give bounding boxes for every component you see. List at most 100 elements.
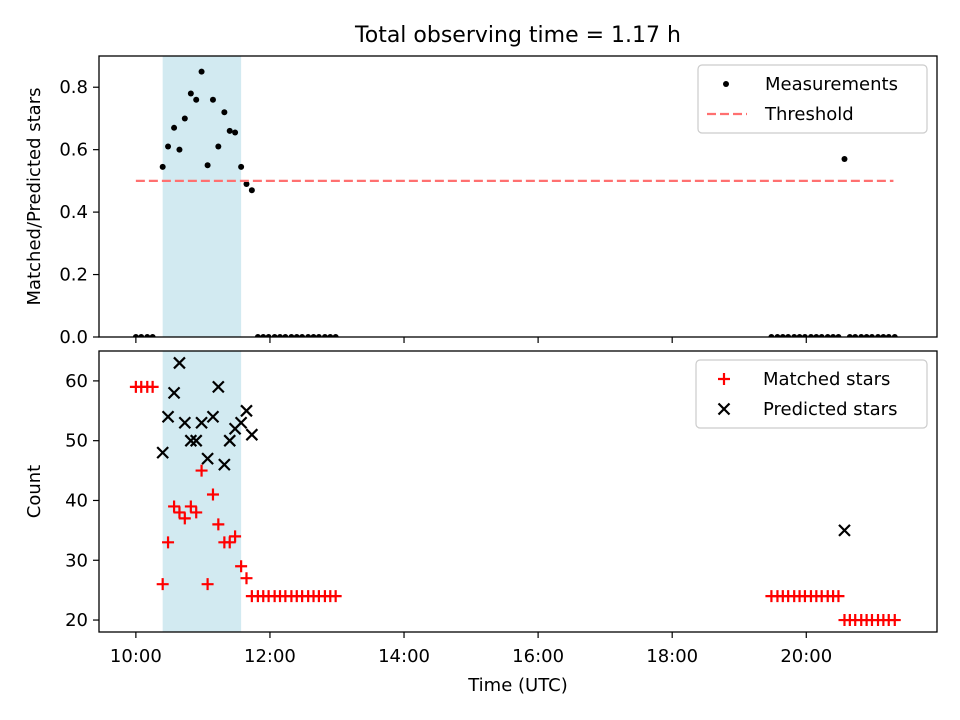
data-point (223, 536, 236, 549)
data-point (178, 416, 192, 430)
data-point (206, 410, 220, 424)
y-tick-label: 60 (65, 371, 88, 392)
data-point (863, 334, 870, 337)
data-point (165, 143, 172, 150)
data-point (215, 143, 222, 150)
data-point (830, 334, 837, 337)
y-tick-label: 0.6 (59, 140, 88, 161)
data-point (156, 578, 169, 591)
data-point (299, 334, 306, 337)
legend-box (697, 64, 928, 134)
data-point (796, 334, 803, 337)
data-point (288, 334, 295, 337)
data-point (162, 536, 175, 549)
x-tick-label: 10:00 (110, 646, 162, 667)
data-point (245, 428, 259, 441)
data-point (212, 518, 225, 531)
data-point (198, 68, 205, 75)
data-point (891, 334, 898, 337)
legend-label: Predicted stars (763, 399, 897, 420)
data-point (159, 163, 166, 170)
plot-area (129, 356, 901, 627)
data-point (321, 334, 328, 337)
data-point (791, 334, 798, 337)
ratio-panel: 0.0 0.2 0.4 0.6 0.8 Matched/Predicted stars Me… (24, 55, 938, 348)
data-point (229, 530, 242, 543)
data-point (868, 334, 875, 337)
observing-window-span (162, 56, 242, 337)
legend-marker (723, 81, 729, 87)
data-point (132, 334, 139, 337)
x-tick-label: 20:00 (780, 646, 832, 667)
axes-frame (98, 350, 938, 633)
data-point (238, 163, 245, 170)
data-point (223, 434, 237, 447)
data-point (310, 334, 317, 337)
data-point (832, 590, 845, 603)
data-point (146, 380, 159, 393)
data-point (206, 488, 219, 501)
x-tick-label: 18:00 (646, 646, 698, 667)
data-point (885, 334, 892, 337)
plot-area (132, 68, 898, 337)
data-point (329, 590, 342, 603)
data-point (835, 334, 842, 337)
y-axis-label: Count (24, 465, 45, 518)
data-point (201, 452, 214, 465)
y-tick-label: 0.4 (59, 202, 88, 223)
data-point (818, 334, 825, 337)
data-point (173, 356, 186, 370)
y-tick-label: 30 (65, 550, 88, 571)
data-point (875, 334, 882, 337)
data-point (190, 506, 203, 519)
legend-label: Threshold (764, 104, 854, 125)
data-point (824, 334, 831, 337)
legend-swatch (717, 402, 731, 416)
data-point (212, 380, 225, 394)
legend-swatch (718, 373, 730, 385)
legend-label: Matched stars (763, 369, 890, 390)
data-point (232, 129, 239, 136)
count-panel: 20 30 40 50 60 Count 10:00 12:00 14:00 16:00 18:00… (24, 350, 938, 667)
data-point (235, 560, 248, 573)
series-matched-stars (129, 380, 901, 627)
data-point (161, 410, 175, 424)
y-tick-label: 40 (65, 490, 88, 511)
data-point (240, 572, 253, 585)
y-tick-label: 0.0 (59, 327, 88, 348)
data-point (243, 181, 250, 188)
data-point (167, 386, 181, 400)
data-point (332, 334, 339, 337)
x-tick-label: 16:00 (512, 646, 564, 667)
data-point (240, 404, 253, 418)
data-point (204, 162, 211, 169)
y-axis-label: Matched/Predicted stars (24, 88, 45, 306)
data-point (189, 434, 203, 447)
y-tick-label: 50 (65, 431, 88, 452)
data-point (144, 334, 151, 337)
data-point (305, 334, 312, 337)
x-tick-label: 14:00 (378, 646, 430, 667)
data-point (248, 187, 255, 194)
data-point (195, 416, 208, 430)
data-point (813, 334, 820, 337)
data-point (218, 458, 231, 471)
data-point (779, 334, 786, 337)
legend-marker (718, 373, 730, 385)
legend: Measurements Threshold (697, 64, 928, 134)
data-point (846, 334, 853, 337)
series-predicted-stars (156, 356, 851, 537)
data-point (234, 416, 248, 430)
data-point (801, 334, 808, 337)
data-point (149, 334, 156, 337)
data-point (807, 334, 814, 337)
chart-title: Total observing time = 1.17 h (354, 23, 681, 48)
data-point (293, 334, 300, 337)
data-point (201, 578, 214, 591)
legend-swatch (723, 81, 729, 87)
data-point (841, 156, 848, 163)
data-point (774, 334, 781, 337)
data-point (138, 334, 145, 337)
data-point (271, 334, 278, 337)
y-tick-label: 20 (65, 610, 88, 631)
